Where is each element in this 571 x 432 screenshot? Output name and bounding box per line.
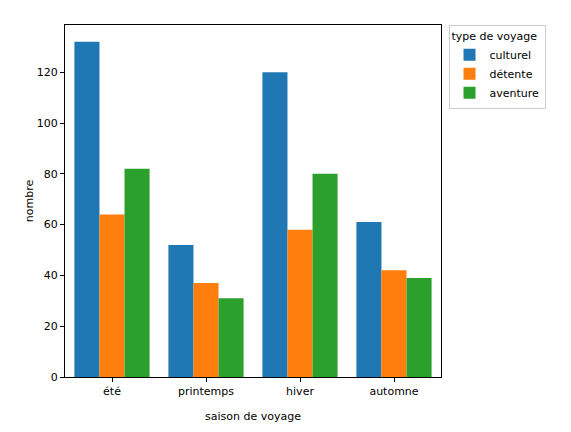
svg-text:détente: détente — [490, 68, 533, 81]
svg-text:été: été — [103, 385, 121, 398]
svg-text:aventure: aventure — [490, 87, 540, 100]
svg-text:120: 120 — [37, 66, 58, 79]
svg-text:100: 100 — [37, 117, 58, 130]
svg-text:60: 60 — [44, 218, 58, 231]
svg-text:nombre: nombre — [23, 180, 36, 223]
svg-text:80: 80 — [44, 168, 58, 181]
svg-text:printemps: printemps — [178, 385, 234, 398]
svg-text:40: 40 — [44, 269, 58, 282]
svg-text:20: 20 — [44, 320, 58, 333]
svg-text:hiver: hiver — [286, 385, 314, 398]
svg-text:saison de voyage: saison de voyage — [205, 410, 301, 423]
svg-text:0: 0 — [51, 371, 58, 384]
svg-text:culturel: culturel — [490, 49, 531, 62]
svg-text:type de voyage: type de voyage — [452, 30, 538, 43]
svg-text:automne: automne — [369, 385, 418, 398]
